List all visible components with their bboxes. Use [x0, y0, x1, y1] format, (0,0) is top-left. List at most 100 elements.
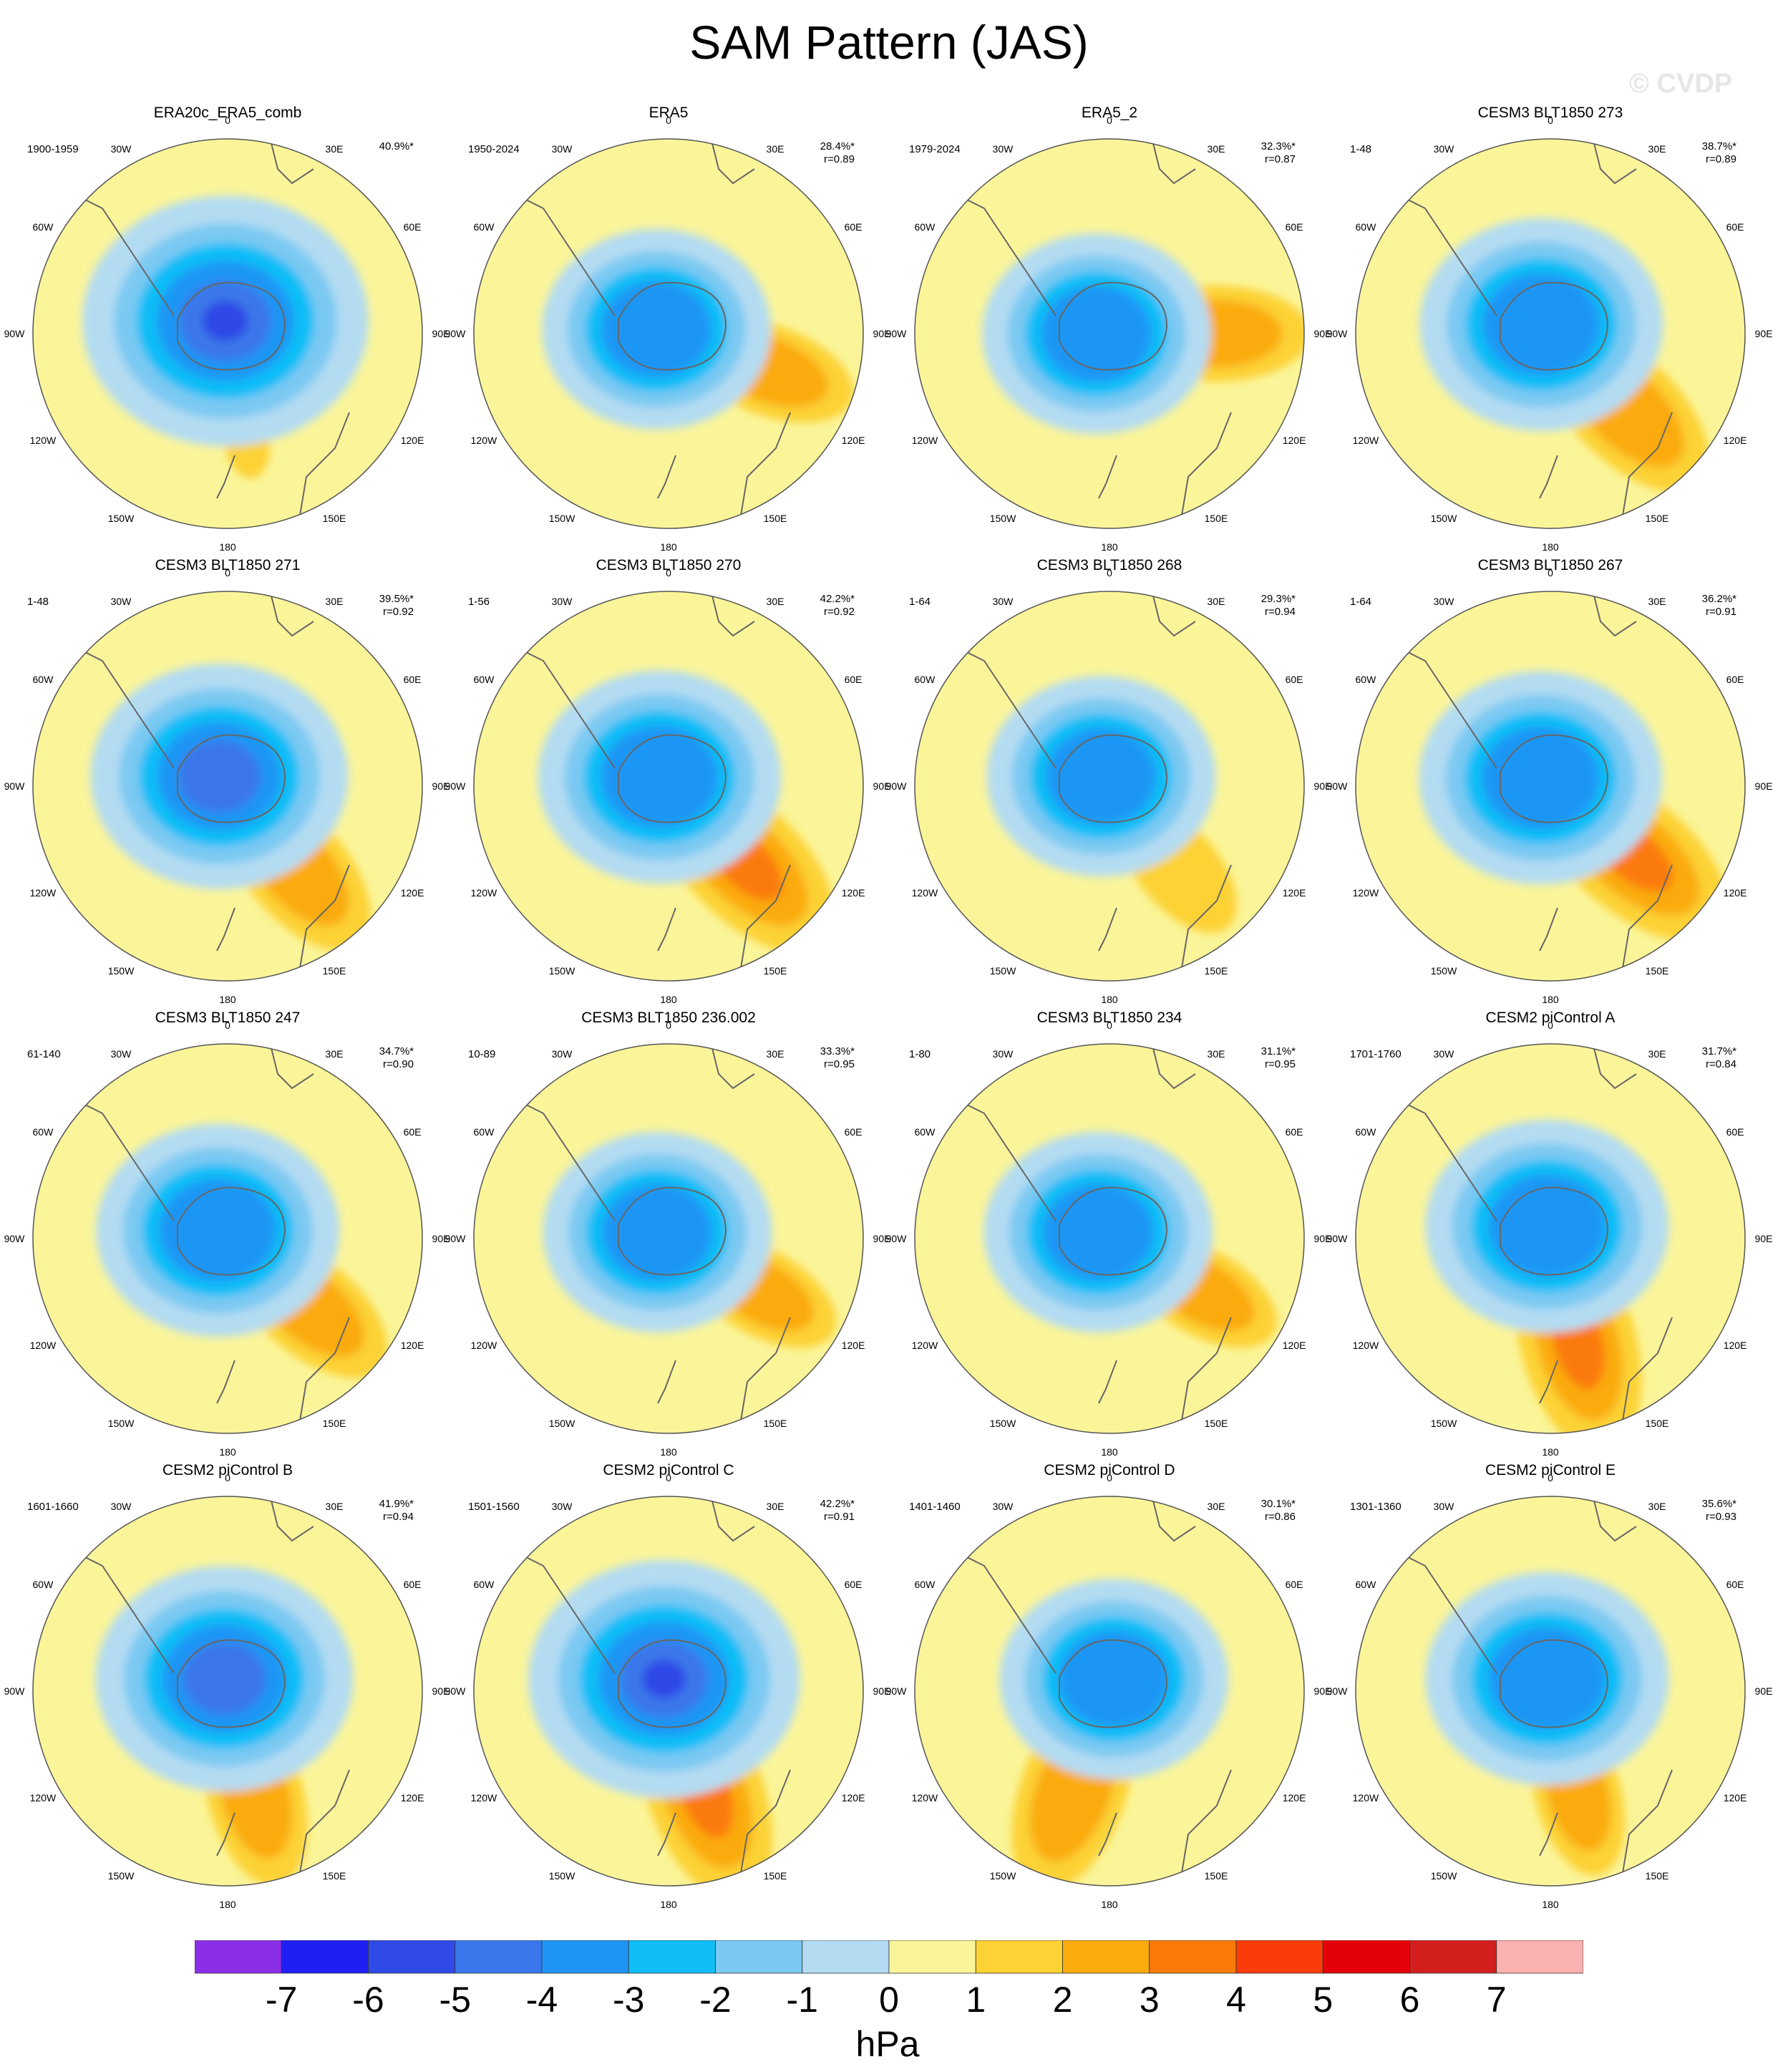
longitude-label: 0	[666, 115, 671, 126]
longitude-label: 30W	[992, 1500, 1014, 1512]
longitude-label: 60W	[914, 674, 936, 685]
map-panel: ERA5 1950-2024 28.4%* r=0.89 0 30E 60E 90E 120E 1…	[445, 105, 891, 553]
longitude-label: 90E	[873, 780, 891, 792]
colorbar-tick-label: -5	[439, 1980, 471, 2020]
pattern-correlation: r=0.89	[824, 153, 855, 165]
explained-variance: 32.3%*	[1260, 140, 1296, 153]
colorbar-tick-label: 6	[1399, 1980, 1420, 2020]
panel-title: CESM3 BLT1850 268	[1036, 557, 1182, 573]
longitude-label: 90W	[1326, 1233, 1348, 1244]
longitude-label: 120W	[911, 887, 938, 899]
longitude-label: 120W	[1352, 435, 1379, 446]
panel-stats: 31.7%* r=0.84	[1702, 1045, 1736, 1071]
polar-map	[32, 591, 423, 982]
longitude-label: 150W	[107, 965, 135, 977]
explained-variance: 40.9%*	[379, 140, 414, 153]
longitude-label: 90W	[885, 328, 907, 339]
longitude-label: 150E	[1645, 1870, 1669, 1882]
longitude-label: 150E	[1204, 1870, 1228, 1882]
longitude-label: 120W	[911, 1340, 938, 1351]
longitude-label: 120E	[400, 1340, 424, 1351]
longitude-label: 90E	[873, 1685, 891, 1697]
panel-stats: 42.2%* r=0.92	[820, 593, 855, 619]
explained-variance: 36.2%*	[1701, 593, 1736, 605]
longitude-label: 90E	[1754, 328, 1773, 339]
polar-map	[1355, 1496, 1746, 1887]
longitude-label: 180	[219, 1899, 236, 1910]
longitude-label: 60E	[1285, 1126, 1303, 1138]
pattern-correlation: r=0.87	[1265, 153, 1296, 165]
panel-title: CESM2 piControl E	[1485, 1462, 1616, 1478]
polar-map	[32, 138, 423, 529]
longitude-label: 120E	[1723, 887, 1747, 899]
longitude-label: 60W	[1355, 674, 1376, 685]
longitude-label: 60W	[914, 1579, 936, 1590]
longitude-label: 90E	[1313, 1233, 1332, 1244]
map-panel: CESM2 piControl E 1301-1360 35.6%* r=0.93 0 3…	[1327, 1462, 1773, 1910]
longitude-label: 180	[1542, 1899, 1559, 1910]
longitude-label: 150E	[763, 513, 787, 525]
longitude-label: 0	[666, 1020, 671, 1031]
explained-variance: 41.9%*	[379, 1498, 414, 1510]
longitude-label: 150W	[989, 965, 1016, 977]
pattern-correlation: r=0.95	[1265, 1058, 1296, 1070]
longitude-label: 120W	[29, 1792, 57, 1804]
panel-title: CESM3 BLT1850 234	[1036, 1010, 1182, 1026]
panel-period: 1-56	[468, 596, 490, 608]
longitude-label: 180	[219, 541, 236, 553]
panel-title: CESM3 BLT1850 270	[596, 557, 742, 573]
longitude-label: 150W	[1430, 1418, 1457, 1430]
longitude-label: 30W	[110, 1500, 132, 1512]
colorbar-swatch	[1062, 1940, 1150, 1974]
panel-period: 1950-2024	[468, 143, 520, 155]
longitude-label: 150W	[548, 1870, 575, 1882]
panel-stats: 31.1%* r=0.95	[1261, 1045, 1296, 1071]
longitude-label: 150E	[322, 1870, 346, 1882]
longitude-label: 30E	[325, 595, 344, 607]
longitude-label: 150W	[989, 1418, 1016, 1430]
colorbar-swatch	[1496, 1940, 1583, 1974]
panel-title: ERA5	[648, 105, 689, 121]
longitude-label: 60E	[403, 1126, 422, 1138]
figure-title: SAM Pattern (JAS)	[689, 16, 1089, 69]
panel-stats: 29.3%* r=0.94	[1261, 593, 1296, 619]
longitude-label: 180	[660, 1899, 677, 1910]
longitude-label: 60E	[403, 674, 422, 685]
longitude-label: 180	[1542, 994, 1559, 1005]
panel-title: CESM3 BLT1850 271	[155, 557, 301, 573]
longitude-label: 150E	[1645, 1418, 1669, 1430]
polar-map	[914, 591, 1305, 982]
longitude-label: 150E	[322, 965, 346, 977]
pattern-correlation: r=0.92	[824, 606, 855, 618]
longitude-label: 150W	[1430, 513, 1457, 525]
explained-variance: 28.4%*	[820, 140, 855, 153]
polar-map	[473, 138, 864, 529]
polar-map	[32, 1043, 423, 1434]
longitude-label: 120W	[470, 1340, 497, 1351]
longitude-label: 30E	[325, 142, 344, 155]
longitude-label: 0	[1548, 567, 1553, 578]
longitude-label: 60E	[1726, 674, 1744, 685]
longitude-label: 120W	[911, 1792, 938, 1804]
longitude-label: 120W	[1352, 1792, 1379, 1804]
polar-map	[914, 1043, 1305, 1434]
longitude-label: 150E	[1204, 513, 1228, 525]
polar-map	[473, 1496, 864, 1887]
longitude-label: 30W	[992, 595, 1014, 607]
longitude-label: 150E	[1204, 965, 1228, 977]
panel-period: 1979-2024	[909, 143, 961, 155]
longitude-label: 60W	[1355, 1126, 1376, 1138]
longitude-label: 90W	[444, 780, 466, 792]
longitude-label: 30W	[1433, 595, 1454, 607]
panel-stats: 30.1%* r=0.86	[1261, 1498, 1296, 1524]
panel-title: CESM2 piControl A	[1485, 1010, 1616, 1026]
longitude-label: 30E	[1648, 142, 1666, 155]
panel-title: ERA20c_ERA5_comb	[153, 105, 302, 121]
colorbar-swatch	[715, 1940, 803, 1974]
longitude-label: 120W	[29, 435, 57, 446]
panel-stats: 28.4%* r=0.89	[820, 140, 855, 166]
longitude-label: 90W	[444, 328, 466, 339]
longitude-label: 150E	[763, 1418, 787, 1430]
longitude-label: 0	[1107, 115, 1112, 126]
longitude-label: 180	[660, 541, 677, 553]
